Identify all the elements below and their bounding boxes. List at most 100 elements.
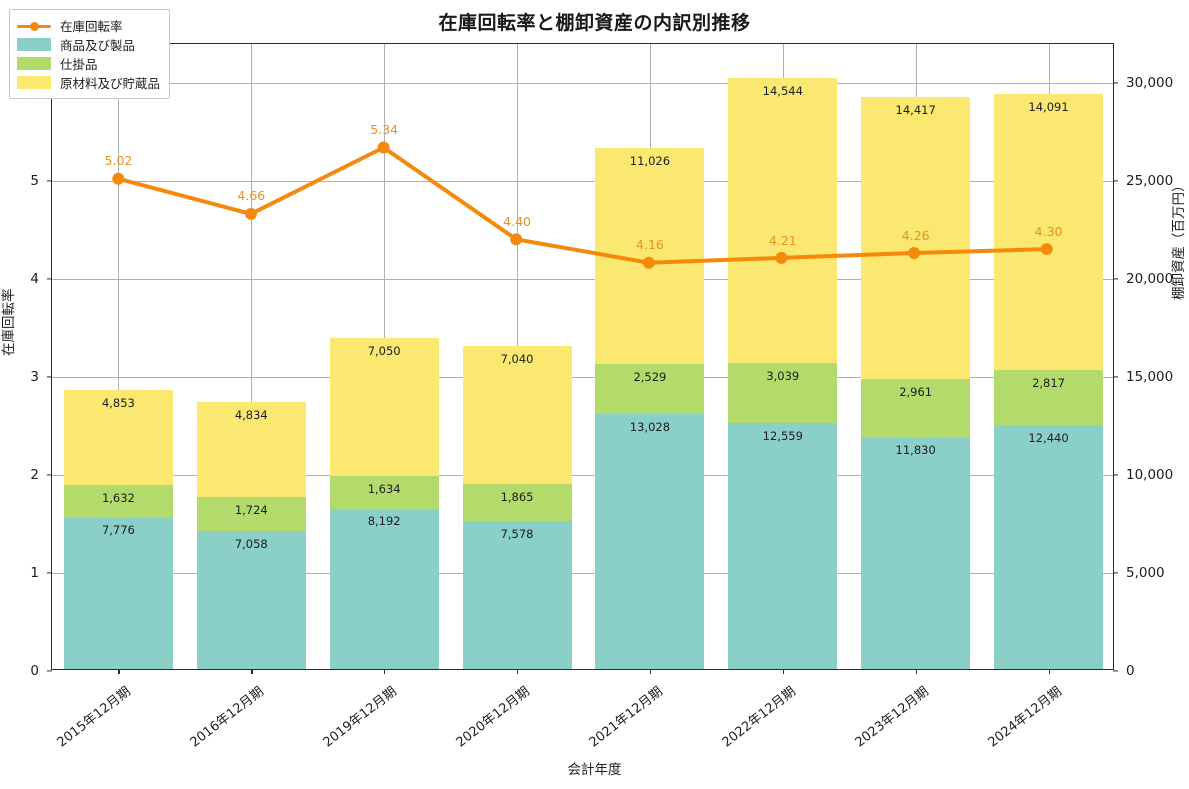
bar-segment[interactable] bbox=[462, 484, 572, 521]
line-marker[interactable] bbox=[377, 141, 390, 154]
bar-segment[interactable] bbox=[63, 484, 173, 517]
y-tick-label-right: 10,000 bbox=[1126, 467, 1174, 484]
bar-value-label: 14,091 bbox=[1028, 99, 1069, 114]
bar-segment[interactable] bbox=[595, 413, 705, 669]
x-tick-label: 2019年12月期 bbox=[320, 684, 400, 751]
bar-value-label: 1,632 bbox=[101, 490, 135, 505]
data-labels-layer: 7,776 1,632 4,853 7,058 1,724 4,834 8,192 1,634… bbox=[52, 44, 1113, 669]
bar-segment[interactable] bbox=[994, 93, 1104, 371]
y-tick-label-left: 4 bbox=[30, 271, 39, 288]
line-marker[interactable] bbox=[244, 207, 257, 220]
bar-segment[interactable] bbox=[63, 516, 173, 669]
y-tick-mark-right bbox=[1113, 670, 1118, 672]
gridline-horizontal bbox=[52, 475, 1113, 477]
bar-segment[interactable] bbox=[728, 363, 838, 423]
bar-stack[interactable] bbox=[63, 42, 173, 669]
x-tick-mark bbox=[384, 669, 386, 674]
legend-item[interactable]: 仕掛品 bbox=[17, 54, 160, 73]
line-marker[interactable] bbox=[908, 247, 921, 259]
bar-segment[interactable] bbox=[196, 402, 306, 497]
gridline-horizontal bbox=[52, 83, 1113, 85]
legend-item-label: 商品及び製品 bbox=[60, 38, 136, 53]
legend-item-label: 在庫回転率 bbox=[60, 19, 123, 34]
x-tick-label: 2015年12月期 bbox=[55, 684, 135, 751]
y-axis-label-left: 在庫回転率 bbox=[1, 288, 17, 357]
legend-line-icon bbox=[17, 19, 51, 33]
bar-segment[interactable] bbox=[329, 476, 439, 509]
line-marker[interactable] bbox=[642, 256, 655, 269]
bar-value-label: 13,028 bbox=[629, 419, 671, 434]
bar-segment[interactable] bbox=[861, 96, 971, 380]
y-tick-mark-right bbox=[1113, 278, 1118, 280]
bar-segment[interactable] bbox=[462, 520, 572, 669]
bar-value-label: 7,058 bbox=[234, 536, 268, 551]
line-marker[interactable] bbox=[112, 172, 125, 185]
bar-stack[interactable] bbox=[329, 42, 439, 669]
bar-segment[interactable] bbox=[63, 389, 173, 485]
y-tick-mark-left bbox=[47, 180, 52, 182]
bar-segment[interactable] bbox=[861, 379, 971, 438]
bar-segment[interactable] bbox=[329, 508, 439, 669]
gridline-vertical bbox=[251, 44, 253, 669]
y-tick-label-left: 3 bbox=[30, 369, 39, 386]
legend-swatch-icon bbox=[17, 37, 51, 52]
line-marker[interactable] bbox=[775, 251, 788, 264]
line-marker[interactable] bbox=[1040, 243, 1053, 256]
bar-segment[interactable] bbox=[595, 364, 705, 414]
line-value-label: 4.66 bbox=[237, 188, 266, 204]
bar-segment[interactable] bbox=[462, 346, 572, 484]
bar-segment[interactable] bbox=[994, 425, 1104, 669]
legend-item[interactable]: 原材料及び貯蔵品 bbox=[17, 73, 160, 92]
bar-value-label: 14,417 bbox=[895, 102, 936, 117]
x-tick-label: 2024年12月期 bbox=[985, 684, 1065, 751]
legend-item[interactable]: 商品及び製品 bbox=[17, 35, 160, 54]
bar-segment[interactable] bbox=[196, 496, 306, 531]
legend-item-label: 原材料及び貯蔵品 bbox=[60, 76, 161, 91]
bar-stack[interactable] bbox=[462, 42, 572, 669]
bar-segment[interactable] bbox=[861, 437, 971, 669]
bar-stack[interactable] bbox=[994, 42, 1104, 669]
gridline-horizontal bbox=[52, 377, 1113, 379]
legend-item[interactable]: 在庫回転率 bbox=[17, 16, 160, 35]
y-tick-mark-right bbox=[1113, 180, 1118, 182]
bar-stack[interactable] bbox=[861, 42, 971, 669]
line-marker[interactable] bbox=[510, 233, 523, 246]
bar-stack[interactable] bbox=[196, 42, 306, 669]
legend-swatch-icon bbox=[17, 56, 51, 71]
x-tick-mark bbox=[649, 669, 652, 674]
line-value-label: 5.34 bbox=[370, 121, 399, 137]
bar-segment[interactable] bbox=[994, 370, 1104, 426]
bar-stack[interactable] bbox=[595, 42, 705, 669]
bar-value-label: 14,544 bbox=[762, 84, 803, 99]
y-tick-mark-left bbox=[47, 278, 52, 280]
bar-value-label: 3,039 bbox=[766, 369, 800, 384]
line-value-label: 5.02 bbox=[104, 153, 133, 169]
x-tick-mark bbox=[251, 669, 253, 674]
chart-legend: 在庫回転率商品及び製品 仕掛品原材料及び貯蔵品 bbox=[9, 9, 171, 99]
y-tick-label-right: 5,000 bbox=[1126, 565, 1165, 582]
plot-area: 7,776 1,632 4,853 7,058 1,724 4,834 8,192 1,634… bbox=[30, 43, 1173, 751]
line-value-label: 4.30 bbox=[1034, 223, 1063, 239]
bar-value-label: 11,026 bbox=[629, 154, 671, 169]
y-tick-mark-right bbox=[1113, 474, 1118, 476]
bar-stack[interactable] bbox=[728, 42, 838, 669]
y-tick-mark-right bbox=[1113, 82, 1118, 84]
y-tick-label-right: 25,000 bbox=[1126, 173, 1174, 190]
bar-segment[interactable] bbox=[728, 422, 838, 669]
bar-segment[interactable] bbox=[196, 530, 306, 669]
y-tick-mark-left bbox=[47, 474, 52, 476]
bar-value-label: 4,853 bbox=[101, 395, 135, 410]
line-series-layer bbox=[112, 141, 1053, 269]
bar-value-label: 4,834 bbox=[234, 408, 268, 423]
legend-color-patch bbox=[17, 56, 51, 70]
bar-segment[interactable] bbox=[728, 78, 838, 364]
y-tick-label-left: 1 bbox=[30, 565, 39, 582]
y-tick-mark-right bbox=[1113, 376, 1118, 378]
y-tick-label-left: 5 bbox=[30, 173, 39, 190]
bars-layer bbox=[52, 44, 1113, 669]
bar-segment[interactable] bbox=[329, 338, 439, 477]
line-value-label: 4.40 bbox=[503, 213, 531, 229]
x-tick-mark bbox=[517, 669, 519, 674]
x-tick-mark bbox=[118, 669, 120, 674]
bar-value-label: 11,830 bbox=[895, 443, 936, 458]
